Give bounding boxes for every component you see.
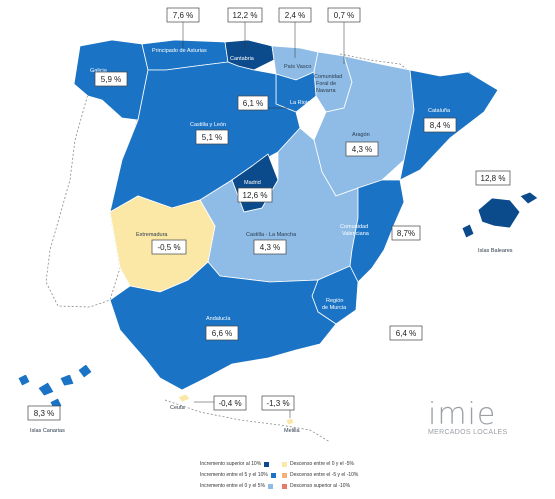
value-box-valencia: 8,7% [391,225,421,241]
value-castilla-leon: 5,1 % [202,133,222,142]
value-box-galicia: 5,9 % [94,71,128,87]
imie-logo: imie MERCADOS LOCALES [428,397,524,437]
label-melilla: Melilla [284,428,301,434]
legend-label-5: Descenso entre el -5 y el -10% [290,472,359,478]
value-baleares: 12,8 % [481,174,506,183]
legend-label-4: Descenso entre el 0 y el -5% [290,461,354,467]
label-valencia-2: Valenciana [342,231,370,237]
label-murcia-2: de Murcia [322,305,347,311]
value-box-aragon: 4,3 % [345,141,379,157]
legend-swatch-1 [264,461,270,467]
value-ceuta: -0,4 % [218,399,241,408]
value-aragon: 4,3 % [352,145,372,154]
label-valencia: Comunidad Valenciana [340,224,370,237]
label-navarra-2: Foral de [316,81,336,87]
value-box-cataluna: 8,4 % [423,117,457,133]
legend-label-1: Incremento superior al 10% [200,461,262,467]
value-box-cantabria: 12,2 % [227,7,263,23]
label-andalucia: Andalucía [206,316,231,322]
label-valencia-1: Comunidad [340,224,368,230]
value-box-castilla-la-mancha: 4,3 % [253,239,287,255]
legend-row-6: Descenso superior al -10% [282,483,350,489]
label-cantabria: Cantabria [230,56,255,62]
value-castilla-la-mancha: 4,3 % [260,243,280,252]
label-aragon: Aragón [352,132,370,138]
value-pais-vasco: 2,4 % [285,11,305,20]
label-galicia: Galicia [90,68,108,74]
africa-outline [164,399,331,443]
value-valencia: 8,7% [397,229,415,238]
value-box-andalucia: 6,6 % [205,325,239,341]
value-box-asturias: 7,6 % [166,7,200,23]
value-cataluna: 8,4 % [430,121,450,130]
value-box-madrid: 12,6 % [237,187,273,203]
region-melilla[interactable] [285,417,295,426]
legend-row-2: Incremento entre el 5 y el 10% [200,472,276,478]
region-baleares[interactable] [461,191,539,239]
region-canarias[interactable] [17,363,93,411]
value-melilla: -1,3 % [266,399,289,408]
label-extremadura: Extremadura [136,232,168,238]
portugal-outline [45,93,139,308]
legend-swatch-3 [268,483,274,489]
region-ceuta[interactable] [177,393,191,403]
value-cantabria: 12,2 % [233,11,258,20]
legend-swatch-6 [282,483,287,489]
value-extremadura: -0,5 % [157,243,180,252]
value-box-murcia: 6,4 % [389,325,423,341]
logo-brand: imie [428,397,497,432]
label-baleares: Islas Baleares [478,248,513,254]
legend-swatch-2 [270,472,276,478]
value-la-rioja: 6,1 % [243,99,263,108]
logo-tagline: MERCADOS LOCALES [428,429,508,436]
value-box-canarias: 8,3 % [27,405,61,421]
label-la-rioja: La Rioja [290,100,311,106]
value-asturias: 7,6 % [173,11,193,20]
label-castilla-leon: Castilla y León [190,122,226,128]
value-canarias: 8,3 % [34,409,54,418]
legend-swatch-4 [282,461,287,467]
legend-row-3: Incremento entre el 0 y el 5% [200,483,274,489]
value-box-ceuta: -0,4 % [213,395,247,411]
value-murcia: 6,4 % [396,329,416,338]
legend-label-2: Incremento entre el 5 y el 10% [200,472,268,478]
value-box-la-rioja: 6,1 % [237,95,269,111]
label-asturias: Principado de Asturias [152,48,207,54]
label-navarra-1: Comunidad [314,74,342,80]
value-box-navarra: 0,7 % [327,7,361,23]
label-castilla-la-mancha: Castilla - La Mancha [246,232,297,238]
legend-row-5: Descenso entre el -5 y el -10% [282,472,358,478]
label-pais-vasco: País Vasco [284,64,311,70]
value-andalucia: 6,6 % [212,329,232,338]
label-madrid: Madrid [244,180,261,186]
legend-label-3: Incremento entre el 0 y el 5% [200,483,266,489]
label-cataluna: Cataluña [428,108,451,114]
label-navarra-3: Navarra [316,88,337,94]
label-murcia: Región de Murcia [322,298,347,311]
label-navarra: Comunidad Foral de Navarra [314,74,344,94]
value-box-castilla-leon: 5,1 % [195,129,229,145]
label-canarias: Islas Canarias [30,428,65,434]
value-galicia: 5,9 % [101,75,121,84]
value-box-baleares: 12,8 % [475,170,511,186]
legend-label-6: Descenso superior al -10% [290,483,351,489]
value-box-pais-vasco: 2,4 % [278,7,312,23]
value-box-extremadura: -0,5 % [151,239,187,255]
legend-row-4: Descenso entre el 0 y el -5% [282,461,354,467]
legend-row-1: Incremento superior al 10% [200,461,270,467]
value-box-melilla: -1,3 % [261,395,295,411]
label-ceuta: Ceuta [170,405,186,411]
value-madrid: 12,6 % [243,191,268,200]
value-navarra: 0,7 % [334,11,354,20]
leader-lines [182,22,345,418]
label-murcia-1: Región [326,298,343,304]
region-valencia[interactable] [349,179,405,283]
legend-swatch-5 [282,472,287,478]
